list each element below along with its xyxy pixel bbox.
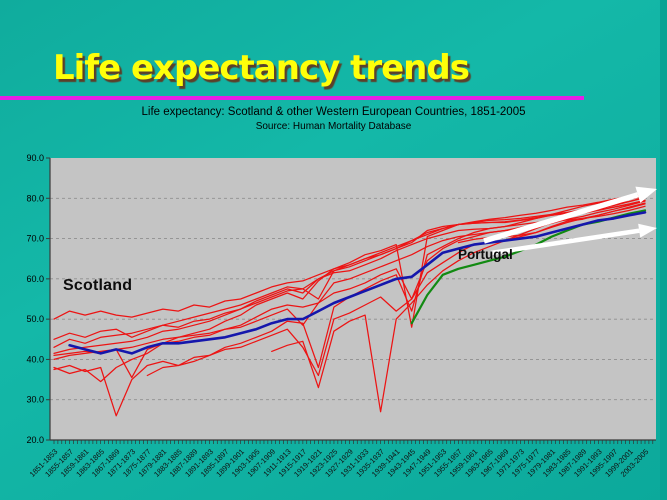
y-tick-label: 80.0 — [26, 193, 44, 203]
slide-title: Life expectancy trends — [53, 48, 470, 88]
trend-arrow-upper-head — [635, 186, 657, 203]
chart-title: Life expectancy: Scotland & other Wester… — [141, 106, 526, 118]
title-divider — [0, 96, 584, 100]
y-tick-label: 70.0 — [26, 234, 44, 244]
portugal-series-label: Portugal — [458, 247, 513, 262]
plot-area — [50, 158, 656, 440]
chart-source-caption: Source: Human Mortality Database — [255, 121, 412, 132]
trend-arrow-lower-head — [638, 223, 657, 238]
series-line-other-western-european-7 — [53, 193, 646, 355]
y-tick-label: 60.0 — [26, 274, 44, 284]
trend-arrow-upper-shaft — [483, 192, 639, 244]
trend-arrow-lower-shaft — [490, 228, 640, 256]
y-tick-label: 30.0 — [26, 395, 44, 405]
series-line-other-western-european-8 — [146, 193, 646, 377]
y-tick-label: 50.0 — [26, 314, 44, 324]
y-tick-label: 20.0 — [26, 435, 44, 445]
series-line-scotland — [68, 211, 647, 355]
series-line-other-western-european-2 — [53, 195, 646, 340]
scotland-series-label: Scotland — [63, 277, 133, 294]
y-tick-label: 90.0 — [26, 153, 44, 163]
slide-right-edge-shade — [660, 0, 667, 500]
y-tick-label: 40.0 — [26, 354, 44, 364]
